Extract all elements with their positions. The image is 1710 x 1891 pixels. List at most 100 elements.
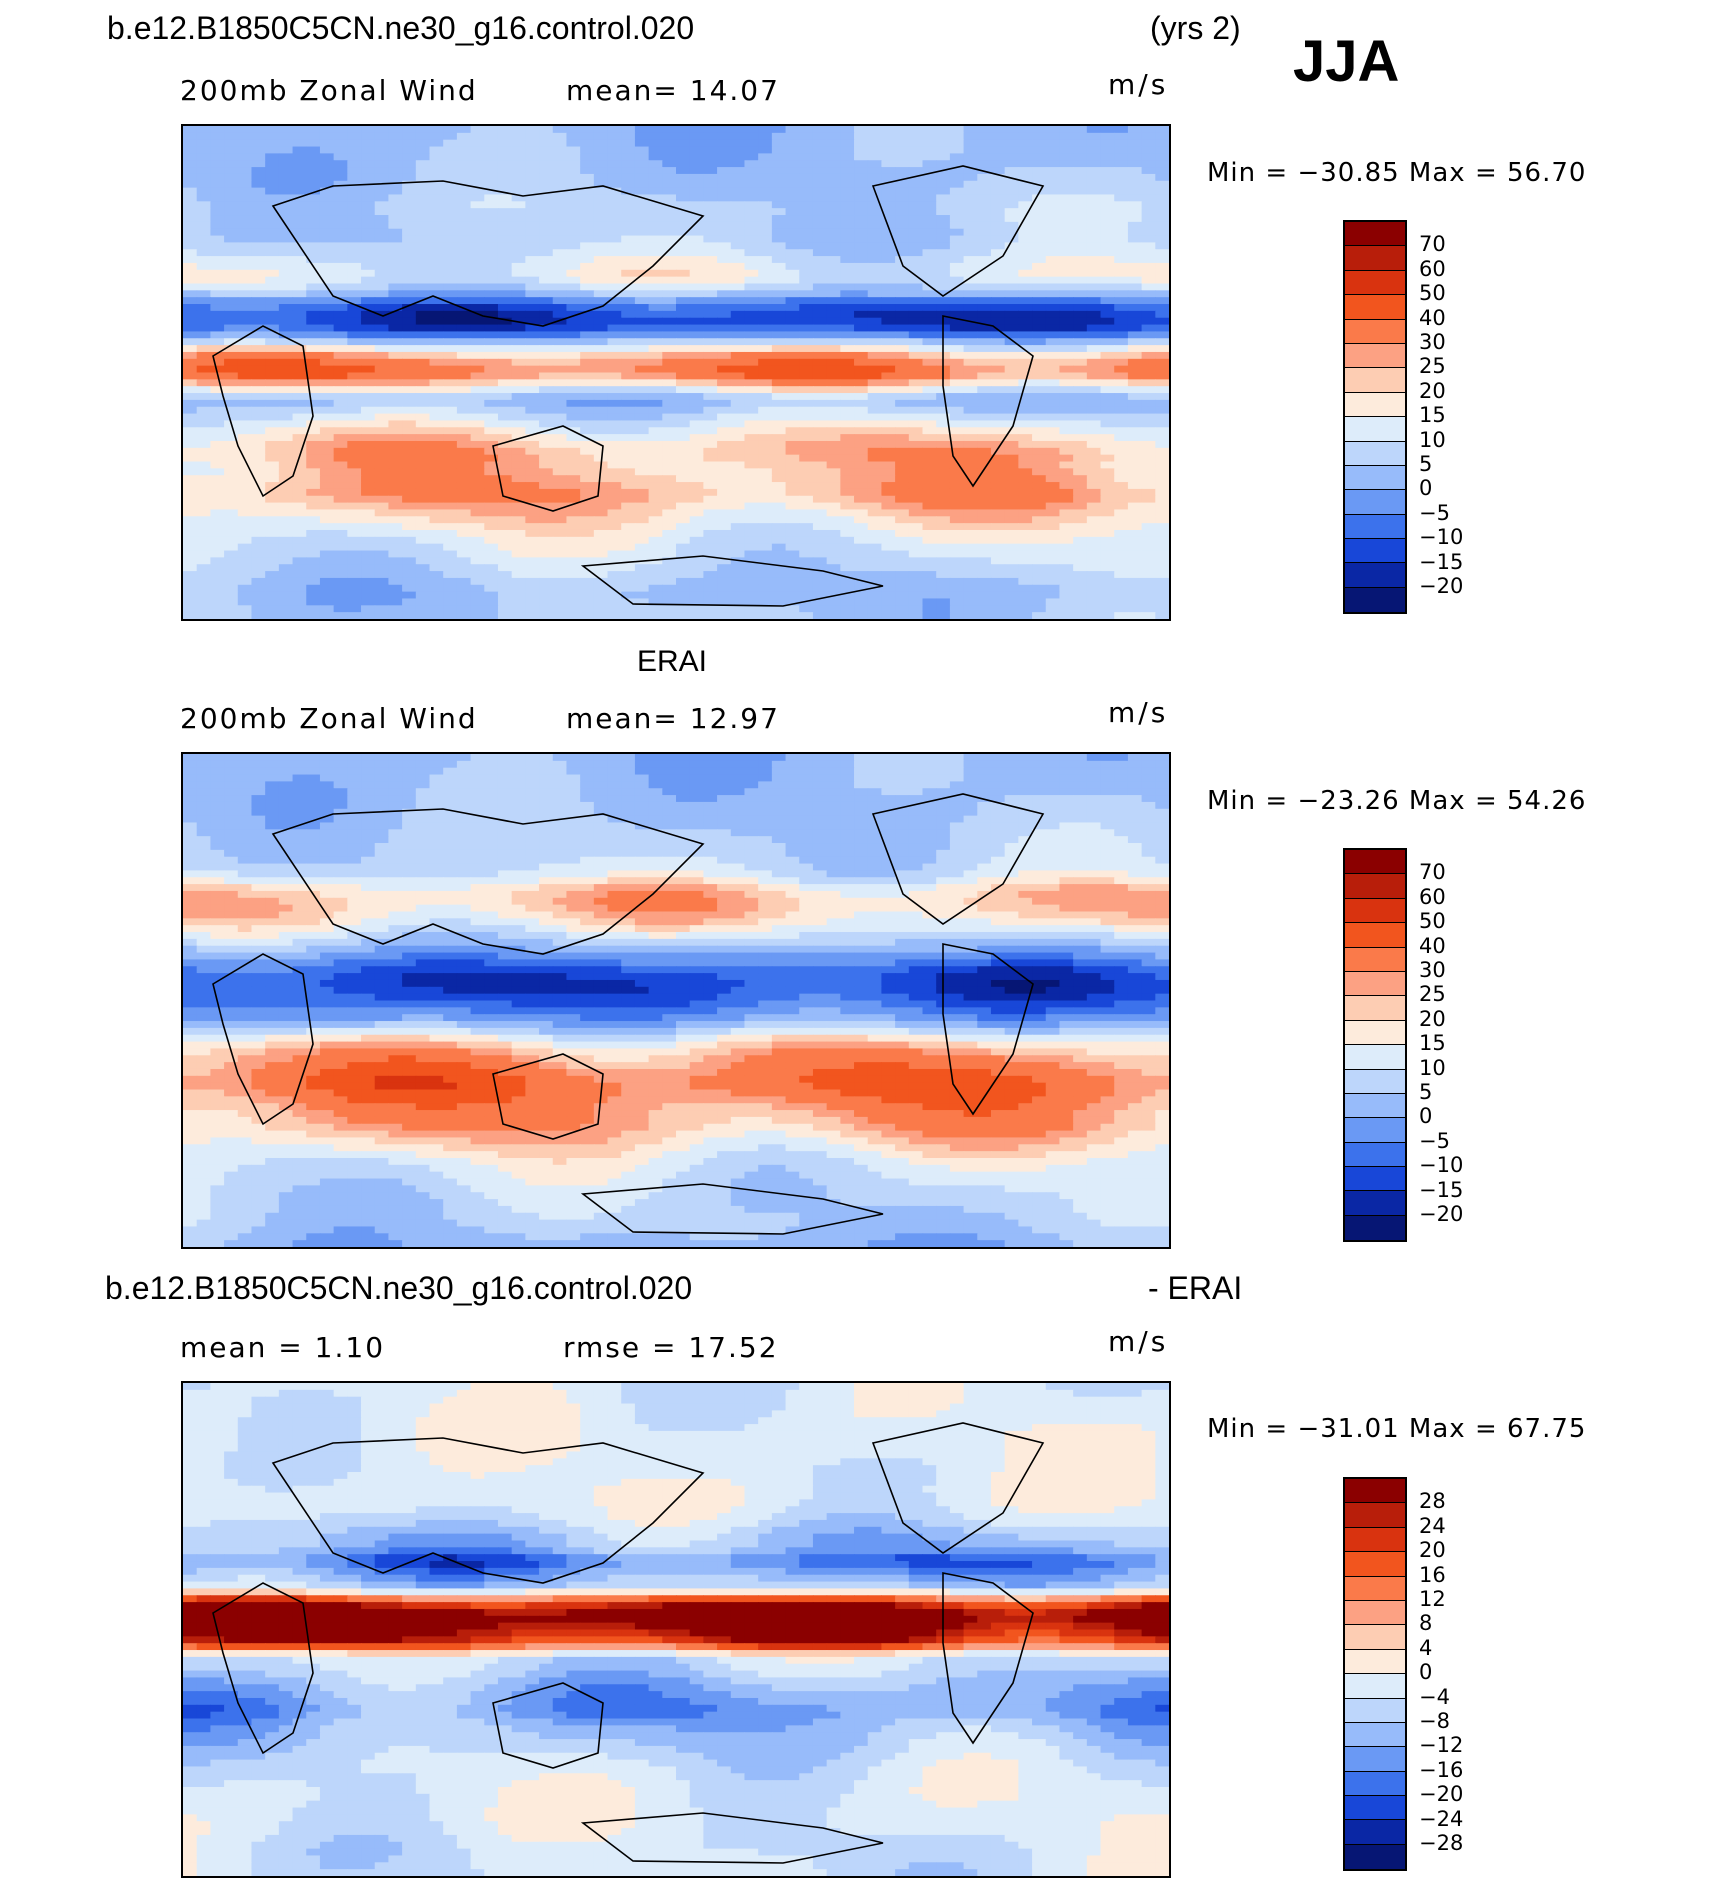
contour-cell — [895, 235, 910, 244]
contour-cell — [429, 495, 444, 504]
contour-cell — [566, 440, 581, 449]
contour-cell — [689, 194, 704, 202]
contour-cell — [566, 447, 581, 456]
contour-cell — [566, 153, 581, 161]
contour-cell — [456, 187, 472, 196]
contour-cell — [224, 488, 239, 497]
contour-cell — [1045, 523, 1061, 531]
contour-cell — [511, 447, 526, 456]
contour-cell — [689, 276, 704, 285]
contour-cell — [977, 331, 992, 339]
contour-cell — [744, 153, 759, 161]
contour-cell — [196, 461, 211, 469]
contour-cell — [703, 584, 718, 593]
contour-cell — [265, 331, 280, 339]
contour-cell — [854, 194, 869, 202]
contour-cell — [758, 427, 773, 435]
contour-cell — [689, 413, 704, 422]
contour-cell — [251, 167, 266, 175]
contour-cell — [717, 516, 732, 524]
contour-cell — [867, 208, 883, 216]
contour-cell — [854, 536, 869, 545]
contour-cell — [621, 324, 636, 333]
contour-cell — [689, 167, 704, 175]
contour-cell — [771, 564, 787, 572]
contour-cell — [224, 235, 239, 244]
contour-cell — [361, 194, 376, 202]
contour-cell — [744, 413, 759, 422]
contour-cell — [1059, 482, 1074, 490]
contour-cell — [826, 208, 841, 216]
contour-cell — [210, 461, 225, 469]
contour-cell — [196, 468, 211, 476]
contour-cell — [758, 468, 773, 476]
contour-cell — [237, 297, 253, 305]
contour-cell — [1141, 413, 1156, 422]
contour-cell — [497, 208, 513, 216]
contour-cell — [183, 269, 198, 278]
contour-cell — [374, 208, 390, 216]
contour-cell — [607, 351, 622, 360]
contour-cell — [402, 297, 417, 305]
contour-cell — [785, 591, 800, 600]
contour-cell — [963, 160, 978, 168]
contour-cell — [251, 297, 266, 305]
contour-cell — [374, 482, 390, 490]
contour-cell — [224, 153, 239, 161]
contour-cell — [566, 571, 581, 579]
contour-cell — [1086, 536, 1102, 545]
contour-cell — [580, 393, 595, 401]
contour-cell — [840, 126, 855, 134]
contour-cell — [908, 591, 924, 600]
contour-cell — [1155, 228, 1169, 237]
contour-cell — [593, 139, 609, 148]
contour-cell — [676, 331, 691, 339]
contour-cell — [758, 488, 773, 497]
contour-cell — [292, 516, 307, 524]
contour-cell — [771, 297, 787, 305]
contour-cell — [319, 454, 335, 463]
contour-cell — [895, 550, 910, 558]
contour-cell — [771, 509, 787, 517]
contour-cell — [1032, 126, 1047, 134]
contour-cell — [278, 365, 294, 374]
contour-cell — [1141, 215, 1156, 223]
contour-cell — [867, 167, 883, 175]
contour-cell — [1086, 468, 1102, 476]
contour-cell — [388, 406, 403, 415]
contour-cell — [319, 310, 335, 319]
contour-cell — [621, 304, 636, 312]
contour-cell — [1114, 564, 1129, 572]
contour-cell — [402, 571, 417, 579]
contour-cell — [388, 276, 403, 285]
contour-cell — [758, 276, 773, 285]
contour-cell — [443, 406, 458, 415]
contour-cell — [867, 543, 883, 552]
contour-cell — [676, 529, 691, 538]
contour-cell — [1045, 146, 1061, 154]
contour-cell — [1114, 413, 1129, 422]
contour-cell — [881, 571, 896, 579]
contour-cell — [1045, 591, 1061, 600]
contour-cell — [840, 297, 855, 305]
contour-cell — [306, 194, 321, 202]
contour-cell — [237, 365, 253, 374]
contour-cell — [648, 571, 663, 579]
contour-cell — [881, 399, 896, 408]
contour-cell — [429, 187, 444, 196]
contour-cell — [210, 550, 225, 558]
contour-cell — [812, 317, 828, 326]
contour-cell — [429, 358, 444, 367]
contour-cell — [196, 235, 211, 244]
contour-cell — [388, 201, 403, 209]
contour-cell — [1141, 427, 1156, 435]
contour-cell — [881, 502, 896, 511]
contour-cell — [662, 447, 677, 456]
contour-cell — [319, 529, 335, 538]
contour-cell — [730, 447, 746, 456]
contour-cell — [1018, 221, 1033, 230]
contour-cell — [662, 536, 677, 545]
contour-cell — [908, 379, 924, 387]
contour-cell — [676, 543, 691, 552]
contour-cell — [484, 345, 499, 353]
